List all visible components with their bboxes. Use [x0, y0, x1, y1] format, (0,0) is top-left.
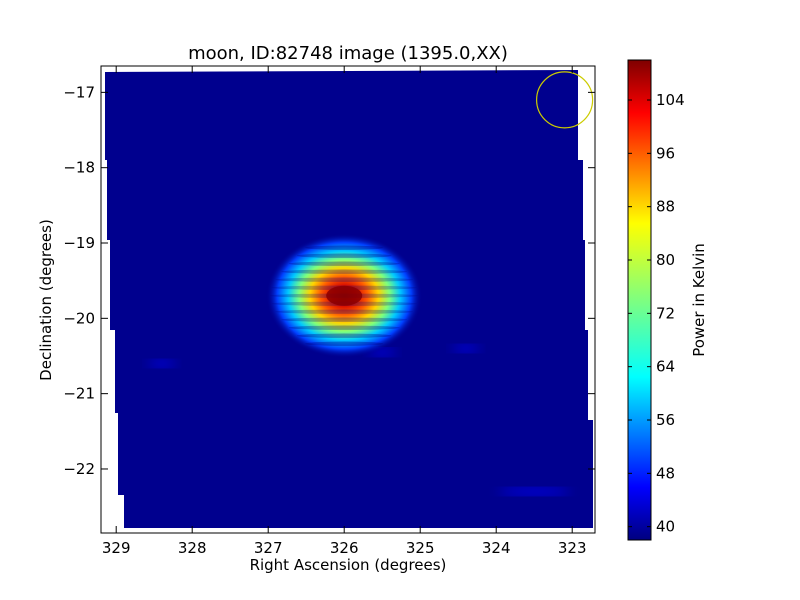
x-axis-ticks: 329 328 327 326 325 324 323 — [102, 66, 587, 557]
x-tick-label: 326 — [330, 539, 359, 557]
colorbar-tick-label: 88 — [656, 198, 675, 216]
y-tick-label: −18 — [63, 159, 95, 177]
colorbar: 40 48 56 64 72 80 88 96 104 Power in Kelvin — [627, 59, 708, 541]
colorbar-tick-label: 96 — [656, 144, 675, 162]
plot-frame — [100, 65, 596, 534]
colorbar-tick-label: 72 — [656, 304, 675, 322]
fringe-band — [288, 261, 400, 266]
colorbar-tick-label: 64 — [656, 358, 675, 376]
fringe-band — [296, 333, 392, 338]
moon-source — [266, 233, 423, 358]
fringe-band — [288, 325, 400, 330]
colorbar-tick-label: 104 — [656, 91, 685, 109]
x-axis-label: Right Ascension (degrees) — [250, 556, 447, 574]
x-tick-label: 325 — [406, 539, 435, 557]
y-tick-label: −22 — [63, 460, 95, 478]
fringe-band — [305, 341, 384, 346]
x-tick-label: 327 — [254, 539, 283, 557]
x-tick-label: 329 — [102, 539, 131, 557]
y-axis-label: Declination (degrees) — [37, 219, 55, 381]
fringe-band — [296, 253, 392, 258]
plot-area: 329 328 327 326 325 324 323 −17 −18 −19 −20 −21 −22 — [63, 65, 596, 557]
fringe-band — [275, 277, 414, 282]
source-peak — [326, 285, 363, 306]
fringe-band — [305, 245, 384, 250]
y-tick-label: −17 — [63, 83, 95, 101]
fringe-band — [281, 317, 408, 322]
colorbar-ticks: 40 48 56 64 72 80 88 96 104 — [628, 91, 685, 536]
y-tick-label: −19 — [63, 234, 95, 252]
colorbar-gradient — [627, 59, 652, 541]
faint-feature — [451, 344, 480, 352]
x-tick-label: 324 — [482, 539, 511, 557]
faint-feature — [498, 488, 571, 496]
x-tick-label: 323 — [558, 539, 587, 557]
colorbar-label: Power in Kelvin — [690, 243, 708, 357]
y-tick-label: −20 — [63, 309, 95, 327]
colorbar-tick-label: 40 — [656, 518, 675, 536]
fringe-band — [275, 309, 414, 314]
faint-feature — [147, 360, 176, 368]
beam-circle — [535, 71, 594, 129]
x-tick-label: 328 — [178, 539, 207, 557]
y-axis-ticks: −17 −18 −19 −20 −21 −22 — [63, 83, 595, 478]
colorbar-tick-label: 56 — [656, 411, 675, 429]
colorbar-tick-label: 48 — [656, 464, 675, 482]
colorbar-tick-label: 80 — [656, 251, 675, 269]
y-tick-label: −21 — [63, 385, 95, 403]
fringe-band — [281, 269, 408, 274]
faint-features — [147, 344, 571, 496]
chart-title: moon, ID:82748 image (1395.0,XX) — [188, 43, 508, 64]
